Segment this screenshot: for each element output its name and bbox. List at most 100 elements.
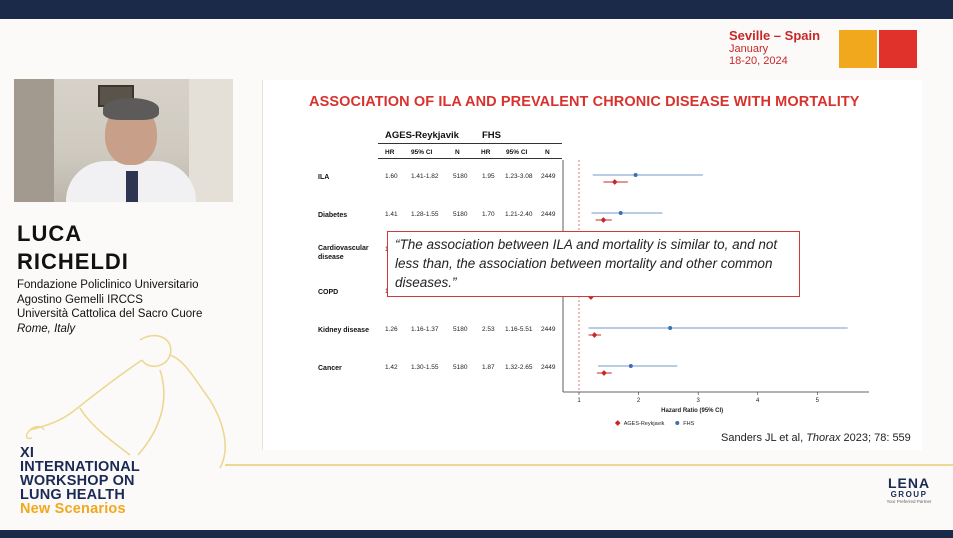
table-cell: 1.41-1.82 xyxy=(411,173,439,180)
reference-citation: Sanders JL et al, Thorax 2023; 78: 559 xyxy=(721,432,911,444)
workshop-line: XI xyxy=(20,445,35,461)
row-label: Cancer xyxy=(318,365,342,372)
speaker-affiliation: Fondazione Policlinico Universitario Ago… xyxy=(17,278,202,336)
event-city: Seville – Spain xyxy=(729,28,821,43)
event-info: Seville – Spain January 18-20, 2024 xyxy=(729,28,820,67)
col-header: 95% CI xyxy=(411,149,433,156)
table-cell: 5180 xyxy=(453,364,468,371)
point-marker xyxy=(600,217,607,223)
table-cell: 1.41 xyxy=(385,211,398,218)
speaker-first-name: LUCA xyxy=(17,221,83,246)
speaker-location: Rome, Italy xyxy=(17,322,76,335)
decorative-figure-sketch xyxy=(25,334,226,469)
table-cell: 1.87 xyxy=(482,364,495,371)
affiliation-line: Agostino Gemelli IRCCS xyxy=(17,293,143,306)
table-cell: 1.95 xyxy=(482,173,495,180)
group-header-ages: AGES-Reykjavik xyxy=(385,130,459,141)
webcam-person-hair xyxy=(103,98,159,120)
col-header: N xyxy=(545,149,550,156)
gold-divider xyxy=(225,464,953,466)
legend-marker xyxy=(675,421,680,425)
table-rule xyxy=(378,158,562,159)
event-month: January xyxy=(729,43,769,55)
workshop-line: INTERNATIONAL xyxy=(20,459,140,475)
speaker-last-name: RICHELDI xyxy=(17,249,129,274)
top-bar xyxy=(0,0,953,19)
x-tick-label: 4 xyxy=(756,398,760,404)
table-cell: 1.32-2.65 xyxy=(505,364,533,371)
x-tick-label: 3 xyxy=(696,398,700,404)
workshop-line: LUNG HEALTH xyxy=(20,487,126,503)
x-axis-label: Hazard Ratio (95% CI) xyxy=(661,408,723,414)
table-cell: 1 xyxy=(385,246,389,253)
table-cell: 5180 xyxy=(453,326,468,333)
table-cell: 2449 xyxy=(541,211,556,218)
col-header: HR xyxy=(385,149,395,156)
logo-tagline: Your Preferred Partner xyxy=(886,499,932,504)
table-cell: 1.42 xyxy=(385,364,398,371)
col-header: N xyxy=(455,149,460,156)
point-marker xyxy=(601,370,607,376)
group-header-fhs: FHS xyxy=(482,130,501,141)
point-marker xyxy=(668,326,673,330)
table-cell: 2449 xyxy=(541,326,556,333)
logo-text: LENA xyxy=(887,475,931,491)
workshop-subtitle: New Scenarios xyxy=(20,501,126,517)
affiliation-line: Fondazione Policlinico Universitario xyxy=(17,279,199,291)
point-marker xyxy=(591,332,598,338)
table-cell: 2449 xyxy=(541,364,556,371)
webcam-door xyxy=(189,79,233,202)
logo-square-red xyxy=(879,30,917,68)
table-cell: 1.23-3.08 xyxy=(505,173,533,180)
lena-group-logo: LENA GROUP Your Preferred Partner xyxy=(878,476,940,505)
table-cell: 5180 xyxy=(453,173,468,180)
reference-authors: Sanders JL et al, xyxy=(721,432,807,444)
forest-plot: 1 2 3 4 5 Hazard Ratio (95% CI) AGES-Reykjavik… xyxy=(562,160,869,427)
slide-title: ASSOCIATION OF ILA AND PREVALENT CHRONIC… xyxy=(309,94,860,110)
col-header: HR xyxy=(481,149,491,156)
event-dates: 18-20, 2024 xyxy=(729,55,788,67)
table-cell: 1.26 xyxy=(385,326,398,333)
logo-subtext: GROUP xyxy=(890,490,928,499)
table-cell: 1.21-2.40 xyxy=(505,211,533,218)
row-label: Cardiovascular disease xyxy=(318,245,369,261)
legend-label: FHS xyxy=(683,421,694,427)
webcam-person-tie xyxy=(126,171,138,202)
reference-details: 2023; 78: 559 xyxy=(840,432,911,444)
legend-label: AGES-Reykjavik xyxy=(624,421,665,427)
bottom-bar xyxy=(0,530,953,538)
table-cell: 1.60 xyxy=(385,173,398,180)
row-label: COPD xyxy=(318,289,339,296)
table-cell: 5180 xyxy=(453,211,468,218)
table-cell: 1.16-5.51 xyxy=(505,326,533,333)
speaker-name: LUCA RICHELDI xyxy=(17,220,129,276)
x-tick-label: 2 xyxy=(637,398,641,404)
point-marker xyxy=(618,211,623,215)
legend-marker xyxy=(614,420,621,426)
x-tick-label: 5 xyxy=(816,398,820,404)
workshop-title: XI INTERNATIONAL WORKSHOP ON LUNG HEALTH… xyxy=(20,445,140,517)
point-marker xyxy=(611,179,618,185)
speaker-webcam xyxy=(14,79,233,202)
affiliation-line: Università Cattolica del Sacro Cuore xyxy=(17,308,203,320)
row-label: Kidney disease xyxy=(318,327,369,334)
table-rule xyxy=(378,143,562,144)
col-header: 95% CI xyxy=(506,149,528,156)
logo-square-orange xyxy=(839,30,877,68)
presentation-slide: ASSOCIATION OF ILA AND PREVALENT CHRONIC… xyxy=(262,80,922,450)
x-tick-label: 1 xyxy=(577,398,581,404)
quote-box: “The association between ILA and mortali… xyxy=(387,231,800,297)
table-cell: 1.70 xyxy=(482,211,495,218)
reference-journal: Thorax xyxy=(806,432,841,444)
point-marker xyxy=(628,364,633,368)
table-cell: 1.28-1.55 xyxy=(411,211,439,218)
row-label: Diabetes xyxy=(318,212,348,219)
table-cell: 2.53 xyxy=(482,326,495,333)
table-cell: 1.16-1.37 xyxy=(411,326,439,333)
table-cell: 2449 xyxy=(541,173,556,180)
workshop-line: WORKSHOP ON xyxy=(20,473,135,489)
table-cell: 1.30-1.55 xyxy=(411,364,439,371)
row-label: ILA xyxy=(318,174,330,181)
webcam-shelf xyxy=(14,79,54,202)
